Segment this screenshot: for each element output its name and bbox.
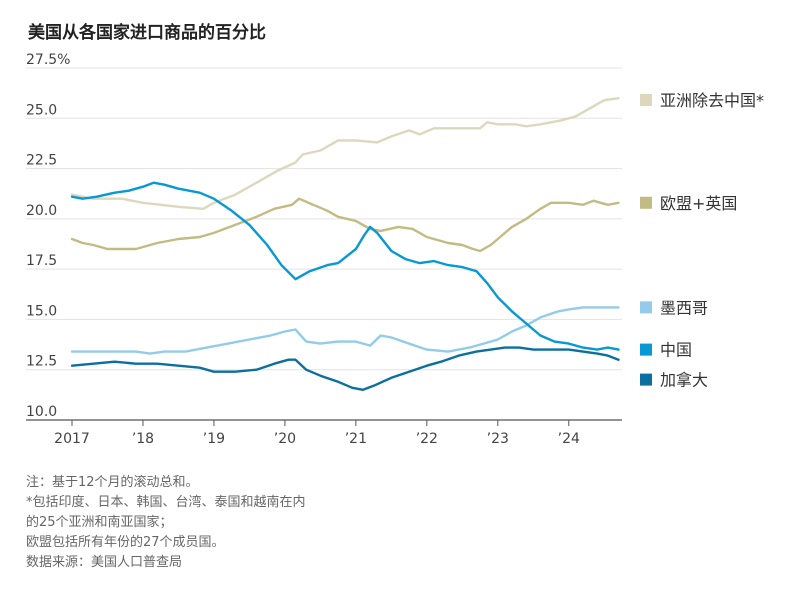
legend-label: 中国	[660, 341, 692, 360]
series-line	[70, 181, 620, 351]
y-tick-label: 12.5	[26, 354, 57, 370]
legend-swatch	[640, 373, 652, 386]
y-tick-label: 17.5	[26, 253, 57, 269]
series-line	[70, 97, 620, 210]
x-tick-label: ’21	[345, 431, 367, 447]
note-line: *包括印度、日本、韩国、台湾、泰国和越南在内	[26, 495, 306, 510]
x-tick-label: ’24	[558, 431, 580, 447]
x-tick-label: ’23	[487, 431, 509, 447]
legend-swatch	[640, 94, 652, 106]
series-line	[70, 306, 620, 355]
legend-swatch	[640, 343, 652, 356]
y-axis: 27.5% 25.0 22.5 20.0 17.5 15.0 12.5 10.0	[26, 52, 70, 420]
x-tick-label: ’18	[132, 431, 154, 447]
y-tick-label: 20.0	[26, 203, 57, 219]
x-tick-label: ’20	[274, 431, 296, 447]
y-tick-label: 22.5	[26, 153, 57, 169]
series-line	[70, 197, 620, 253]
y-tick-label: 15.0	[26, 303, 57, 319]
x-axis: 2017 ’18 ’19 ’20 ’21 ’22 ’23 ’24	[54, 420, 580, 447]
x-tick-label: 2017	[54, 431, 90, 447]
footnotes: 注：基于12个月的滚动总和。 *包括印度、日本、韩国、台湾、泰国和越南在内 的2…	[26, 473, 306, 573]
note-line: 欧盟包括所有年份的27个成员国。	[26, 535, 225, 550]
legend-swatch	[640, 196, 652, 209]
legend-label: 亚洲除去中国*	[660, 91, 764, 110]
y-tick-label: 27.5%	[26, 52, 70, 68]
legend-label: 墨西哥	[660, 298, 708, 317]
y-tick-label: 25.0	[26, 102, 57, 118]
legend-label: 加拿大	[660, 371, 708, 390]
x-tick-label: ’22	[416, 431, 438, 447]
series-line	[70, 346, 620, 391]
y-tick-label: 10.0	[26, 404, 57, 420]
grid-lines	[26, 67, 622, 421]
note-line: 的25个亚洲和南亚国家；	[26, 515, 173, 530]
source-line: 数据来源：美国人口普查局	[26, 555, 183, 570]
note-line: 注：基于12个月的滚动总和。	[26, 475, 199, 490]
page-title: 美国从各国家进口商品的百分比	[28, 23, 266, 43]
line-chart: 27.5% 25.0 22.5 20.0 17.5 15.0 12.5 10.0 2017 ’1…	[26, 52, 764, 447]
legend-label: 欧盟+英国	[660, 194, 737, 213]
x-tick-label: ’19	[203, 431, 225, 447]
series-lines	[70, 97, 620, 391]
legend-swatch	[640, 301, 652, 314]
